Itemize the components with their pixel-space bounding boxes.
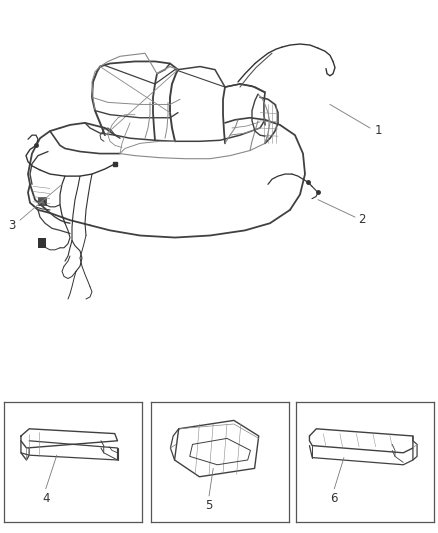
Text: 3: 3 bbox=[8, 219, 15, 232]
Bar bbox=[38, 197, 46, 205]
Bar bbox=[38, 238, 46, 248]
Text: 5: 5 bbox=[205, 499, 213, 512]
Text: 1: 1 bbox=[375, 124, 382, 136]
Text: 2: 2 bbox=[358, 213, 365, 225]
Text: 6: 6 bbox=[331, 492, 338, 505]
Text: 4: 4 bbox=[42, 492, 49, 505]
